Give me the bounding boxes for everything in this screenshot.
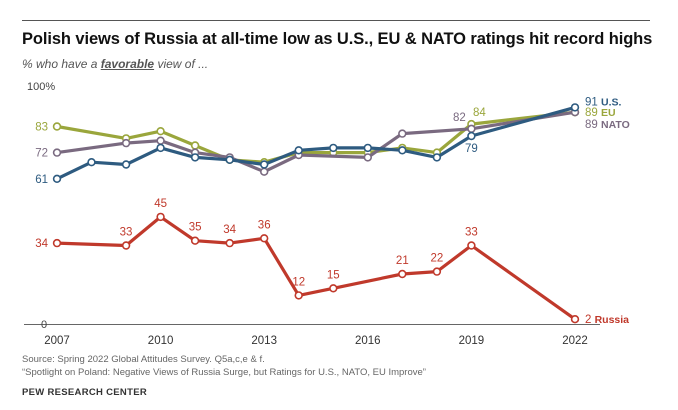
series-name-label: Russia [595,314,630,326]
subtitle-prefix: % who have a [22,57,98,71]
chart-subtitle: % who have a favorable view of ... [22,57,208,71]
x-tick-label: 2010 [148,335,174,347]
data-point [398,129,407,138]
end-label: 2 Russia [585,314,629,326]
data-point [121,138,131,148]
data-point [52,238,62,248]
data-label: 21 [396,255,409,267]
x-tick-label: 2019 [459,335,485,347]
data-point [570,315,580,324]
x-tick-label: 2013 [251,335,277,347]
data-point [570,103,580,112]
data-point [52,148,62,157]
series-line-russia [55,215,577,321]
data-point [329,143,338,153]
data-point [467,241,476,250]
data-label: 82 [453,112,466,124]
data-point [87,158,96,167]
data-point [156,143,165,153]
brand-logo-text: PEW RESEARCH CENTER [22,387,147,398]
subtitle-suffix: view of ... [157,57,209,71]
data-label: 12 [292,276,305,288]
source-note: Source: Spring 2022 Global Attitudes Sur… [22,354,265,365]
data-point [363,153,372,162]
data-label: 15 [327,269,340,281]
data-point [260,160,269,169]
data-point [329,284,338,293]
data-label: 72 [35,148,48,160]
data-point [121,241,131,250]
end-label-value: 89 [585,119,601,131]
data-label: 83 [35,121,48,133]
data-point [363,143,372,153]
data-point [467,124,476,134]
data-point [190,236,200,245]
x-tick-label: 2022 [562,335,588,347]
chart-notes: Source: Spring 2022 Global Attitudes Sur… [22,353,426,379]
data-label: 79 [465,143,478,155]
data-point [156,136,165,145]
data-point [260,167,269,176]
end-label-value: 91 [585,96,601,108]
data-label: 61 [35,174,48,186]
top-rule [22,20,650,21]
x-tick-label: 2007 [44,335,70,347]
data-point [190,153,200,162]
data-point [225,155,234,165]
x-tick-label: 2016 [355,335,381,347]
data-label: 33 [465,226,478,238]
end-label: 89 EU [585,107,616,119]
data-point [432,153,442,162]
data-label: 84 [473,107,486,119]
series-line-us [55,105,577,181]
data-point [52,174,62,184]
data-label: 35 [189,222,202,234]
data-point [156,212,165,222]
data-label: 45 [154,198,167,210]
end-label-value: 89 [585,107,601,119]
series-name-label: U.S. [601,96,622,108]
data-point [294,146,303,155]
data-point [398,146,407,155]
data-label: 22 [430,253,443,265]
data-label: 36 [258,219,271,231]
end-label: 89 NATO [585,119,630,131]
y-tick-label: 0 [41,319,47,331]
data-point [260,234,269,243]
data-point [156,126,165,136]
end-label: 91 U.S. [585,96,622,108]
data-point [52,122,62,131]
data-label: 34 [35,238,48,250]
chart-title: Polish views of Russia at all-time low a… [22,30,653,48]
data-point [294,291,303,300]
data-point [225,238,234,248]
data-label: 34 [223,224,236,236]
y-tick-label: 100% [27,81,55,93]
report-note: “Spotlight on Poland: Negative Views of … [22,367,426,378]
data-point [190,141,200,150]
data-point [432,267,442,276]
end-label-value: 2 [585,314,595,326]
data-point [121,160,131,169]
subtitle-emphasis: favorable [100,57,155,71]
series-name-label: NATO [601,119,630,131]
series-name-label: EU [601,107,616,119]
data-label: 33 [120,226,133,238]
data-point [467,131,476,141]
data-point [398,269,407,279]
